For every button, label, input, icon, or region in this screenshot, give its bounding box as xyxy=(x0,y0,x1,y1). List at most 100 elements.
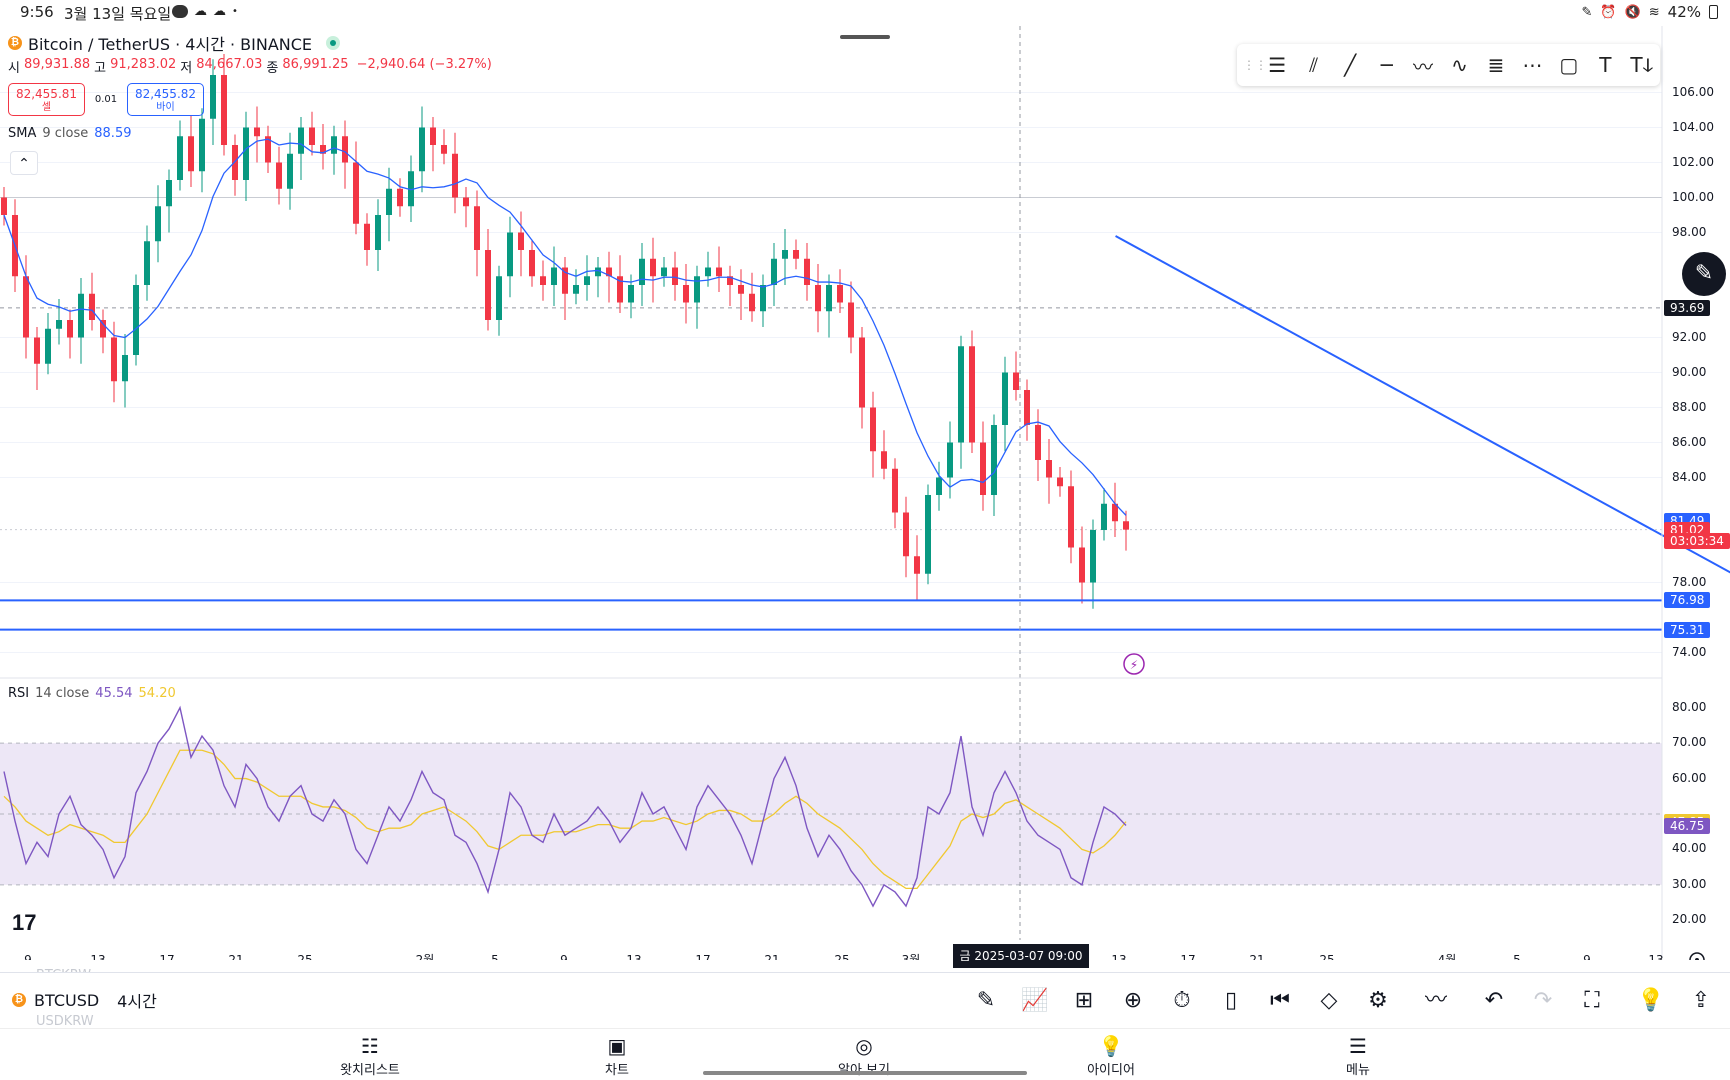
tab-label: 차트 xyxy=(605,1063,629,1078)
settings-sliders-icon[interactable]: ⚙ xyxy=(1368,988,1388,1013)
time-tick-label: 17 xyxy=(1180,953,1195,960)
candle-body xyxy=(716,267,722,277)
candle-body xyxy=(375,215,381,250)
candle-body xyxy=(331,136,337,154)
layout-grid-icon[interactable]: ⊞ xyxy=(1074,988,1094,1013)
candle-body xyxy=(100,320,106,338)
sell-button[interactable]: 82,455.81 셀 xyxy=(8,83,85,116)
horizontal-ray-tool-icon[interactable]: ─ xyxy=(1380,53,1393,77)
text-tool-icon[interactable]: T xyxy=(1599,53,1612,77)
status-date: 3월 13일 목요일 xyxy=(64,5,172,23)
candle-body xyxy=(562,267,568,294)
rectangle-tool-icon[interactable]: ▢ xyxy=(1559,53,1579,77)
price-tick-label: 84.00 xyxy=(1672,469,1707,484)
candle-body xyxy=(155,206,161,242)
window-grabber[interactable] xyxy=(840,35,890,39)
symbol-selector[interactable]: ₿ BTCUSD 4시간 xyxy=(12,988,157,1012)
replay-icon[interactable]: ⏮ xyxy=(1270,988,1290,1013)
close-key: 종 xyxy=(266,61,279,76)
trend-line-tool-icon[interactable]: ╱ xyxy=(1344,53,1357,77)
pen-icon: ✎ xyxy=(1581,4,1593,20)
menu-icon: ☰ xyxy=(1349,1034,1367,1058)
add-indicator-icon[interactable]: ⊕ xyxy=(1123,988,1143,1013)
parallel-channel-tool-icon[interactable]: ⫽ xyxy=(1309,53,1319,77)
fullscreen-icon[interactable]: ⛶ xyxy=(1584,988,1600,1013)
alarm-off-icon: ⏰ xyxy=(1600,4,1617,20)
candle-body xyxy=(166,180,172,207)
svg-text:17: 17 xyxy=(12,910,36,935)
chart-area[interactable]: ⚡ 17 9 13 17 21 25 2월 5 9 13 17 21 25 3월 13 17 21 25 4월 5 9… xyxy=(0,0,1730,960)
rsi-ma-value: 54.20 xyxy=(138,686,176,701)
candle-body xyxy=(1,197,7,215)
candle-body xyxy=(650,258,656,277)
axis-settings-icon[interactable] xyxy=(1689,952,1705,960)
candle-body xyxy=(309,127,315,145)
candle-body xyxy=(111,337,117,382)
candle-body xyxy=(265,136,271,163)
candle-body xyxy=(430,127,436,145)
text-size-tool-icon[interactable]: Tↆ xyxy=(1630,53,1654,77)
tab-menu[interactable]: ☰ 메뉴 xyxy=(1298,1033,1418,1078)
idea-icon[interactable]: 💡 xyxy=(1637,988,1665,1013)
draw-icon[interactable]: ✎ xyxy=(976,988,996,1013)
candle-body xyxy=(133,285,139,355)
interval-label[interactable]: 4시간 xyxy=(117,992,157,1011)
time-tick-label: 9 xyxy=(24,953,32,960)
fib-retracement-tool-icon[interactable]: ≣ xyxy=(1487,53,1505,77)
rsi-tick-label: 60.00 xyxy=(1672,770,1707,785)
undo-icon[interactable]: ↶ xyxy=(1484,988,1504,1013)
candle-body xyxy=(232,145,238,180)
chart-type-icon[interactable]: 📈 xyxy=(1021,988,1049,1013)
candle-body xyxy=(584,276,590,285)
candle-body xyxy=(694,276,700,303)
candle-body xyxy=(1024,390,1030,425)
drag-handle-icon[interactable]: ⋮⋮ xyxy=(1243,58,1267,72)
time-tick-label: 17 xyxy=(695,953,710,960)
layers-icon[interactable]: ◇ xyxy=(1320,988,1338,1013)
rsi-band xyxy=(0,742,1662,886)
candle-body xyxy=(1035,425,1041,460)
rsi-legend[interactable]: RSI 14 close 45.54 54.20 xyxy=(8,686,176,701)
price-tick-label: 104.00 xyxy=(1672,119,1714,134)
sma-legend[interactable]: SMA 9 close 88.59 xyxy=(8,126,131,141)
time-tick-label: 17 xyxy=(159,953,174,960)
candle-body xyxy=(551,267,557,285)
sma-value: 88.59 xyxy=(94,126,132,141)
time-tick-label: 13 xyxy=(1111,953,1126,960)
price-tick-label: 106.00 xyxy=(1672,84,1714,99)
time-tick-label: 3월 xyxy=(902,953,921,960)
candle-body xyxy=(760,285,766,312)
candle-body xyxy=(914,556,920,574)
lightning-event-icon[interactable]: ⚡ xyxy=(1123,653,1145,675)
candle-body xyxy=(1002,372,1008,425)
high-key: 고 xyxy=(94,61,107,76)
time-axis[interactable]: 9 13 17 21 25 2월 5 9 13 17 21 25 3월 13 17 21 25 4월 5 9 13 xyxy=(24,953,1663,960)
tab-watchlist[interactable]: ☷ 왓치리스트 xyxy=(310,1033,430,1078)
ideas-icon: 💡 xyxy=(1098,1034,1124,1058)
horizontal-lines-tool-icon[interactable]: ☰ xyxy=(1268,53,1287,77)
next-symbol[interactable]: USDKRW xyxy=(36,1014,94,1029)
collapse-legend-button[interactable]: ⌃ xyxy=(10,151,38,175)
tab-chart[interactable]: ▣ 차트 xyxy=(557,1033,677,1078)
symbol-name[interactable]: BTCUSD xyxy=(34,990,100,1010)
candle-body xyxy=(991,425,997,495)
trendline[interactable] xyxy=(1115,235,1730,595)
redo-icon[interactable]: ↷ xyxy=(1533,988,1553,1013)
candle-body xyxy=(903,512,909,557)
abc-pattern-tool-icon[interactable]: 〰 xyxy=(1413,54,1434,79)
compare-icon[interactable]: 〰 xyxy=(1424,988,1447,1013)
fib-extension-tool-icon[interactable]: ⋯ xyxy=(1522,53,1543,77)
alert-clock-icon[interactable]: ⏱ xyxy=(1173,988,1191,1013)
tab-ideas[interactable]: 💡 아이디어 xyxy=(1051,1033,1171,1078)
elliott-wave-tool-icon[interactable]: ∿ xyxy=(1451,53,1468,77)
buy-button[interactable]: 82,455.82 바이 xyxy=(127,83,204,116)
time-tick-label: 9 xyxy=(560,953,568,960)
symbol-header[interactable]: ₿ Bitcoin / TetherUS · 4시간 · BINANCE xyxy=(8,31,341,55)
home-indicator[interactable] xyxy=(703,1071,1027,1075)
draw-pencil-button[interactable]: ✎ xyxy=(1682,252,1726,296)
price-tag: 03:03:34 xyxy=(1664,533,1730,550)
candle-body xyxy=(881,451,887,469)
share-icon[interactable]: ⇪ xyxy=(1691,988,1711,1013)
symbol-title[interactable]: Bitcoin / TetherUS · 4시간 · BINANCE xyxy=(28,35,313,54)
candle-style-icon[interactable]: ▯ xyxy=(1224,988,1238,1013)
